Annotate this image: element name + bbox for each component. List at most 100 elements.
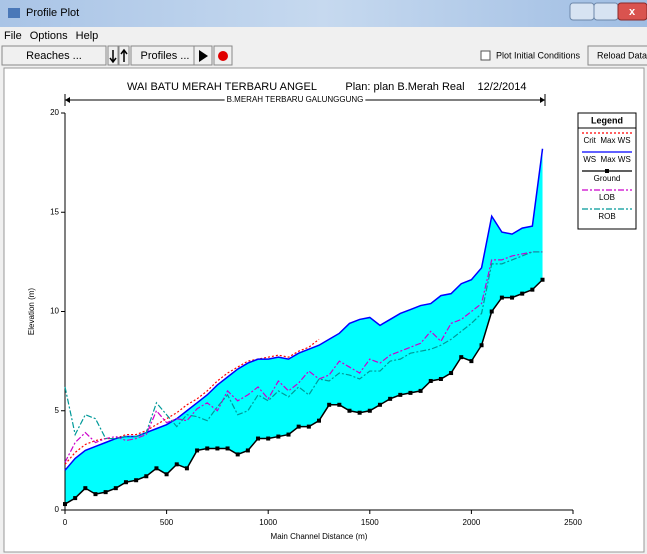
ground-marker (327, 402, 332, 407)
ground-marker (347, 408, 352, 413)
initial-conditions-checkbox[interactable] (480, 50, 491, 61)
ground-marker (438, 376, 443, 381)
record-icon (218, 51, 228, 61)
menu-item[interactable]: Options (30, 30, 68, 42)
series-line (64, 148, 544, 471)
x-tick-label: 2000 (463, 518, 481, 527)
ground-marker (266, 436, 271, 441)
down-arrow-icon (109, 50, 117, 64)
ground-marker (195, 448, 200, 453)
reload-button[interactable] (587, 45, 647, 66)
ground-marker (489, 309, 494, 314)
x-tick-label: 1500 (361, 518, 379, 527)
ground-marker (235, 452, 240, 457)
reaches-label: Reaches ... (26, 50, 82, 62)
ground-marker (113, 486, 118, 491)
series-line (64, 251, 543, 463)
checkbox-label: Plot Initial Conditions (496, 50, 581, 60)
ground-marker (449, 371, 454, 376)
menu-bar: File Options Help (4, 30, 98, 42)
ground-marker (317, 418, 321, 423)
reload-label: Reload Data (597, 50, 647, 60)
ground-marker (205, 446, 210, 451)
date-label: 12/2/2014 (478, 81, 527, 93)
ground-marker (398, 392, 403, 397)
reaches-button[interactable] (1, 45, 107, 66)
legend-label: ROB (598, 212, 615, 221)
legend-label: WS Max WS (583, 155, 631, 164)
legend-title: Legend (591, 115, 623, 125)
y-tick-label: 5 (55, 406, 60, 415)
x-axis-label: Main Channel Distance (m) (271, 532, 368, 541)
ground-marker (408, 390, 413, 395)
ground-marker (103, 490, 108, 495)
legend-label: Crit Max WS (583, 136, 630, 145)
ground-marker (256, 436, 261, 441)
legend-marker (605, 169, 609, 173)
legend-label: LOB (599, 193, 615, 202)
ground-marker (337, 402, 342, 407)
profiles-label: Profiles ... (141, 50, 190, 62)
ground-marker (83, 486, 88, 491)
y-axis-label: Elevation (m) (27, 288, 36, 335)
ground-marker (225, 446, 230, 451)
ground-marker (245, 448, 250, 453)
ground-marker (134, 478, 139, 483)
ground-marker (367, 408, 372, 413)
x-tick-label: 2500 (564, 518, 582, 527)
menu-item[interactable]: File (4, 30, 22, 42)
ground-marker (459, 355, 464, 360)
maximize-button[interactable] (593, 2, 619, 21)
reach-label-bg (224, 95, 366, 105)
y-tick-label: 15 (50, 207, 59, 216)
ground-marker (296, 424, 301, 429)
ground-marker (144, 474, 149, 479)
ground-marker (286, 432, 291, 437)
x-tick-label: 0 (63, 518, 68, 527)
minimize-button[interactable] (569, 2, 595, 21)
ground-marker (377, 402, 382, 407)
menu-item[interactable]: Help (76, 30, 99, 42)
plan-label: Plan: plan B.Merah Real (345, 81, 464, 93)
title-bar (0, 0, 647, 27)
ground-marker (520, 291, 525, 296)
ground-marker (215, 446, 220, 451)
water-fill (65, 148, 543, 505)
ground-marker (469, 359, 474, 364)
ground-marker (540, 277, 545, 282)
ground-marker (388, 396, 393, 401)
window-title: Profile Plot (26, 7, 79, 19)
ground-marker (530, 287, 535, 292)
y-tick-label: 0 (55, 505, 60, 514)
x-tick-label: 500 (160, 518, 174, 527)
ground-marker (154, 466, 159, 471)
ground-marker (479, 343, 484, 348)
ground-marker (63, 502, 67, 507)
ground-marker (123, 480, 128, 485)
series-line (64, 251, 543, 440)
y-tick-label: 10 (50, 307, 59, 316)
up-arrow-icon (120, 48, 128, 62)
close-glyph: x (629, 6, 636, 18)
chart-title: WAI BATU MERAH TERBARU ANGEL (127, 81, 317, 93)
ground-marker (306, 424, 311, 429)
plot: WAI BATU MERAH TERBARU ANGEL Plan: plan B… (27, 81, 637, 541)
legend-label: Ground (594, 174, 621, 183)
ground-marker (93, 492, 98, 497)
ground-marker (510, 295, 515, 300)
app-icon (8, 8, 20, 18)
ground-marker (428, 378, 433, 383)
y-tick-label: 20 (50, 108, 59, 117)
close-button[interactable] (617, 2, 647, 21)
ground-marker (418, 388, 423, 393)
ground-marker (174, 462, 179, 467)
series-line (64, 338, 320, 465)
ground-marker (276, 434, 281, 439)
ground-marker (357, 410, 362, 415)
reach-label: B.MERAH TERBARU GALUNGGUNG (227, 95, 364, 104)
ground-marker (499, 295, 504, 300)
ground-marker (73, 496, 78, 501)
ground-marker (184, 466, 189, 471)
play-icon (199, 50, 208, 62)
